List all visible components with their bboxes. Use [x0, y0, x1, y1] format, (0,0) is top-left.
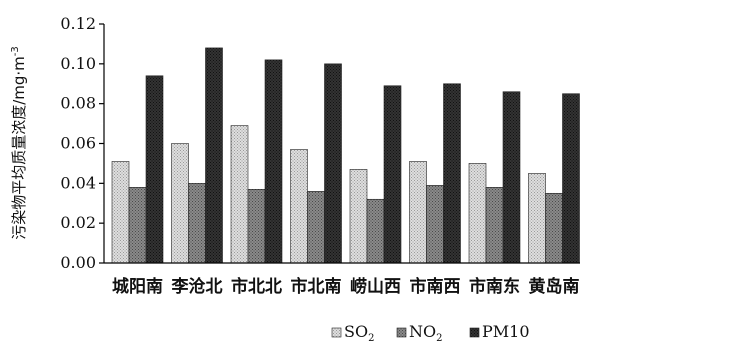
legend-swatch [469, 327, 480, 338]
bar-no2 [247, 189, 266, 264]
bar-pm10 [502, 91, 521, 264]
bar-so2 [111, 161, 130, 264]
bar-so2 [230, 125, 249, 264]
bar-so2 [468, 163, 487, 264]
bar-pm10 [383, 85, 402, 264]
y-tick-label: 0.04 [60, 173, 96, 192]
bar-so2 [528, 173, 546, 264]
bar-no2 [128, 187, 147, 264]
bar-no2 [545, 192, 563, 264]
bar-so2 [290, 149, 308, 264]
bar-no2 [366, 198, 385, 264]
y-axis-ticks: 0.00 0.02 0.04 0.06 0.08 0.10 0.12 [60, 14, 104, 272]
legend-swatch [396, 327, 407, 338]
legend-label: SO2 [344, 322, 374, 344]
bar-pm10 [443, 83, 461, 264]
y-axis-label: 污染物平均质量浓度/mg·m-3 [10, 46, 28, 240]
bar-no2 [307, 191, 325, 264]
y-tick-label: 0.00 [60, 253, 96, 272]
legend-label: NO2 [409, 322, 443, 344]
y-tick-label: 0.10 [60, 54, 96, 73]
legend-label: PM10 [482, 322, 530, 341]
bar-pm10 [324, 63, 342, 264]
bar-no2 [188, 183, 206, 264]
bar-pm10 [562, 93, 580, 264]
y-tick-label: 0.08 [60, 94, 96, 113]
x-tick-label: 城阳南 [112, 276, 163, 297]
x-tick-label: 黄岛南 [529, 276, 580, 297]
bar-pm10 [205, 47, 223, 264]
y-tick-label: 0.12 [60, 14, 96, 33]
x-tick-label: 市北南 [291, 276, 342, 297]
x-axis-labels: 城阳南 李沧北 市北北 市北南 崂山西 市南西 市南东 黄岛南 [112, 276, 580, 297]
x-tick-label: 李沧北 [172, 276, 223, 297]
bar-no2 [426, 185, 444, 264]
x-tick-label: 市南东 [469, 276, 520, 297]
bar-so2 [171, 143, 189, 264]
y-tick-label: 0.06 [60, 134, 96, 153]
bar-so2 [409, 161, 427, 264]
bar-so2 [349, 169, 368, 264]
bar-pm10 [264, 59, 283, 264]
x-tick-label: 市北北 [231, 276, 282, 297]
x-tick-label: 市南西 [410, 276, 461, 297]
x-tick-label: 崂山西 [350, 276, 401, 297]
y-tick-label: 0.02 [60, 213, 96, 232]
bar-pm10 [145, 75, 164, 264]
legend-swatch [331, 327, 342, 338]
bar-no2 [485, 187, 504, 264]
bars [111, 47, 580, 264]
legend: SO2 NO2 PM10 [331, 322, 530, 344]
